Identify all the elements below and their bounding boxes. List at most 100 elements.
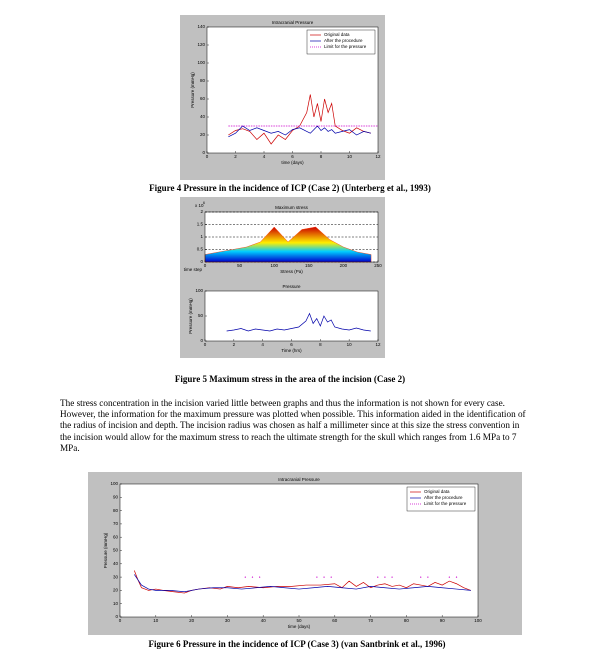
x-tick-label: 6 [291, 154, 294, 159]
y-tick-label: 100 [195, 288, 203, 293]
x-tick-label: 80 [404, 618, 410, 623]
y-tick-label: 0.5 [197, 247, 204, 252]
side-label: time step [184, 267, 203, 272]
x-tick-label: 250 [374, 263, 382, 268]
y-tick-label: 0 [115, 614, 118, 619]
y-tick-label: 20 [200, 132, 206, 137]
x-tick-label: 70 [368, 618, 374, 623]
x-tick-label: 10 [153, 618, 159, 623]
y-tick-label: 0 [200, 338, 203, 343]
y-tick-label: 90 [113, 494, 119, 499]
data-line [226, 312, 371, 332]
data-point [316, 576, 318, 578]
paragraph: The stress concentration in the incision… [60, 398, 526, 453]
data-line [133, 570, 471, 594]
plot-frame [206, 26, 379, 154]
plot-title: Intracranial Pressure [278, 477, 320, 482]
data-point [377, 576, 379, 578]
legend-box [306, 29, 376, 55]
y-tick-label: 1.5 [197, 222, 204, 227]
y-tick-label: 120 [197, 42, 205, 47]
caption: Figure 4 Pressure in the incidence of IC… [149, 183, 431, 193]
data-point [244, 576, 246, 578]
y-tick-label: 80 [200, 78, 206, 83]
x-tick-label: 50 [296, 618, 302, 623]
plot-frame [204, 290, 379, 342]
legend-label: Limit for the pressure [424, 501, 467, 506]
scale-label: x 10 [195, 203, 204, 208]
x-tick-label: 2 [234, 154, 237, 159]
y-tick-label: 80 [113, 508, 119, 513]
legend-label: Original data [424, 489, 450, 494]
x-tick-label: 10 [347, 342, 353, 347]
y-tick-label: 40 [113, 561, 119, 566]
x-tick-label: 2 [233, 342, 236, 347]
data-point [384, 576, 386, 578]
y-tick-label: 1 [200, 234, 203, 239]
y-axis-label: Pressure (mmHg) [103, 532, 108, 568]
data-point [259, 576, 261, 578]
y-tick-label: 30 [113, 574, 119, 579]
x-tick-label: 60 [332, 618, 338, 623]
x-axis-label: time (days) [281, 160, 304, 165]
y-tick-label: 70 [113, 521, 119, 526]
x-tick-label: 100 [474, 618, 482, 623]
y-tick-label: 10 [113, 601, 119, 606]
x-tick-label: 4 [261, 342, 264, 347]
plot-frame [204, 211, 379, 263]
x-tick-label: 4 [263, 154, 266, 159]
x-tick-label: 12 [375, 342, 381, 347]
x-tick-label: 8 [319, 342, 322, 347]
x-tick-label: 20 [189, 618, 195, 623]
data-point [251, 576, 254, 578]
x-axis-label: Time (hrs) [281, 348, 302, 353]
caption: Figure 5 Maximum stress in the area of t… [175, 374, 405, 384]
caption: Figure 6 Pressure in the incidence of IC… [149, 639, 446, 649]
x-tick-label: 50 [237, 263, 243, 268]
x-tick-label: 100 [270, 263, 278, 268]
legend-label: After the procedure [324, 38, 363, 43]
data-point [455, 576, 458, 578]
x-tick-label: 0 [204, 263, 207, 268]
y-tick-label: 40 [200, 114, 206, 119]
x-tick-label: 150 [305, 263, 313, 268]
data-point [448, 576, 450, 578]
y-tick-label: 50 [198, 313, 204, 318]
x-tick-label: 12 [375, 154, 381, 159]
plot-title: Maximum stress [275, 205, 309, 210]
data-line [228, 125, 371, 138]
y-tick-label: 100 [110, 481, 118, 486]
data-point [391, 576, 393, 578]
y-tick-label: 140 [197, 24, 205, 29]
x-axis-label: Stress (Pa) [280, 269, 303, 274]
x-tick-label: 8 [320, 154, 323, 159]
x-tick-label: 0 [119, 618, 122, 623]
data-line [228, 94, 371, 145]
legend-label: Original data [324, 32, 350, 37]
plot-frame [119, 483, 479, 618]
legend-label: After the procedure [424, 495, 463, 500]
plot-title: Intracranial Pressure [272, 20, 314, 25]
legend-label: Limit for the pressure [324, 44, 367, 49]
x-tick-label: 40 [261, 618, 267, 623]
data-point [427, 576, 429, 578]
y-tick-label: 60 [200, 96, 206, 101]
x-tick-label: 0 [204, 342, 207, 347]
x-tick-label: 10 [347, 154, 353, 159]
x-tick-label: 0 [206, 154, 209, 159]
plot-title: Pressure [282, 284, 301, 289]
x-tick-label: 200 [340, 263, 348, 268]
y-tick-label: 0 [202, 150, 205, 155]
y-tick-label: 60 [113, 534, 119, 539]
stress-area [204, 226, 372, 263]
y-tick-label: 2 [200, 209, 203, 214]
data-point [330, 576, 332, 578]
x-tick-label: 90 [440, 618, 446, 623]
x-axis-label: time (days) [288, 624, 311, 629]
x-tick-label: 6 [290, 342, 293, 347]
data-point [420, 576, 422, 578]
scale-exponent: 6 [203, 201, 205, 205]
data-point [323, 576, 325, 578]
legend-box [406, 486, 476, 512]
x-tick-label: 30 [225, 618, 231, 623]
